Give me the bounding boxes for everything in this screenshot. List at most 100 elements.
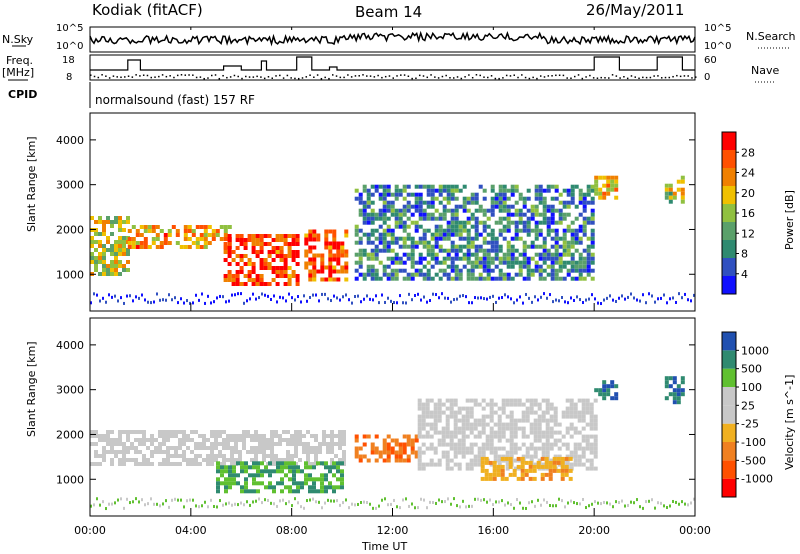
velocity-colorbar-tick-label-7: 1000 bbox=[741, 344, 769, 357]
velocity-colorbar-swatch-6 bbox=[722, 368, 736, 387]
xtick-label-6: 00:00 bbox=[679, 524, 711, 537]
velocity-near-range-noise bbox=[90, 497, 695, 511]
velocity-colorbar-swatch-1 bbox=[722, 460, 736, 479]
power-colorbar-tick-label-4: 20 bbox=[741, 187, 755, 200]
velocity-colorbar-tick-label-5: 100 bbox=[741, 381, 762, 394]
velocity-colorbar-tick-label-0: -1000 bbox=[741, 473, 773, 486]
velocity-colorbar-swatch-8 bbox=[722, 332, 736, 351]
freq-series-line bbox=[90, 56, 695, 71]
power-colorbar-tick-label-3: 16 bbox=[741, 207, 755, 220]
cpid-label: CPID bbox=[8, 88, 37, 101]
velocity-ytick-label-2: 3000 bbox=[56, 384, 84, 397]
power-colorbar-tick-label-1: 8 bbox=[741, 248, 748, 261]
nave-series-dots bbox=[90, 74, 697, 80]
velocity-colorbar-swatch-7 bbox=[722, 350, 736, 369]
velocity-colorbar-swatch-0 bbox=[722, 478, 736, 497]
power-colorbar-tick-label-2: 12 bbox=[741, 227, 755, 240]
power-colorbar-swatch-2 bbox=[722, 240, 736, 258]
xtick-label-5: 20:00 bbox=[578, 524, 610, 537]
power-colorbar-swatch-5 bbox=[722, 186, 736, 204]
velocity-region-3 bbox=[417, 398, 598, 471]
velocity-colorbar-swatch-2 bbox=[722, 442, 736, 461]
xtick-label-3: 12:00 bbox=[377, 524, 409, 537]
velocity-ytick-label-1: 2000 bbox=[56, 428, 84, 441]
velocity-ytick-label-3: 4000 bbox=[56, 339, 84, 352]
power-ytick-label-0: 1000 bbox=[56, 268, 84, 281]
time-axis-label: Time UT bbox=[361, 540, 407, 553]
velocity-colorbar-swatch-5 bbox=[722, 387, 736, 406]
xtick-label-0: 00:00 bbox=[74, 524, 106, 537]
velocity-region-1 bbox=[216, 461, 344, 494]
velocity-colorbar-label: Velocity [m s^-1] bbox=[783, 375, 796, 470]
power-colorbar-swatch-0 bbox=[722, 276, 736, 294]
nsearch-tick-hi: 10^5 bbox=[704, 23, 731, 34]
velocity-colorbar-tick-label-4: 25 bbox=[741, 399, 755, 412]
velocity-colorbar: -1000 -500 -100 -25 25 100 500 1000 bbox=[721, 331, 773, 498]
power-ytick-label-3: 4000 bbox=[56, 134, 84, 147]
power-colorbar-swatch-8 bbox=[722, 132, 736, 150]
velocity-colorbar-swatch-3 bbox=[722, 423, 736, 442]
power-region-1 bbox=[127, 225, 232, 249]
velocity-region-4 bbox=[480, 456, 573, 481]
date-title: 26/May/2011 bbox=[586, 1, 684, 19]
power-colorbar-swatch-1 bbox=[722, 258, 736, 276]
velocity-colorbar-swatch-4 bbox=[722, 405, 736, 424]
xtick-label-2: 08:00 bbox=[276, 524, 308, 537]
power-region-6 bbox=[664, 175, 685, 204]
nsky-strip bbox=[89, 26, 696, 53]
power-colorbar-swatch-3 bbox=[722, 222, 736, 240]
nsearch-label: N.Search bbox=[746, 30, 796, 43]
power-colorbar-label: Power [dB] bbox=[783, 190, 796, 250]
velocity-axes: 1000 2000 3000 4000 bbox=[56, 339, 695, 486]
nave-tick-hi: 60 bbox=[704, 55, 717, 66]
power-colorbar: 4 8 12 16 20 24 28 bbox=[721, 131, 755, 295]
power-axes: 1000 2000 3000 4000 bbox=[56, 134, 695, 281]
nsky-tick-lo: 10^0 bbox=[56, 41, 83, 52]
velocity-panel-border bbox=[89, 317, 696, 517]
power-colorbar-swatch-7 bbox=[722, 150, 736, 168]
power-ytick-label-1: 2000 bbox=[56, 223, 84, 236]
velocity-heatmap bbox=[89, 317, 696, 517]
beam-title: Beam 14 bbox=[355, 3, 422, 21]
power-region-3 bbox=[304, 229, 349, 282]
nave-tick-lo: 0 bbox=[704, 72, 710, 83]
nsky-tick-hi: 10^5 bbox=[56, 23, 83, 34]
velocity-ylabel: Slant Range [km] bbox=[25, 341, 38, 437]
power-region-0 bbox=[90, 216, 130, 276]
velocity-region-0 bbox=[90, 430, 346, 466]
power-region-2 bbox=[223, 234, 300, 286]
nave-label: Nave bbox=[751, 64, 779, 77]
freq-unit-label: [MHz] bbox=[2, 66, 34, 79]
freq-tick-lo: 8 bbox=[66, 72, 72, 83]
power-ytick-label-2: 3000 bbox=[56, 179, 84, 192]
power-colorbar-tick-label-5: 24 bbox=[741, 167, 755, 180]
velocity-colorbar-border bbox=[721, 331, 737, 498]
nsky-series-line bbox=[89, 30, 696, 47]
power-region-5 bbox=[594, 175, 619, 200]
freq-tick-hi: 18 bbox=[62, 55, 75, 66]
velocity-colorbar-tick-label-6: 500 bbox=[741, 363, 762, 376]
freq-label: Freq. bbox=[6, 54, 33, 67]
station-title: Kodiak (fitACF) bbox=[92, 1, 203, 19]
velocity-region-5 bbox=[594, 380, 619, 401]
time-axis: 00:00 04:00 08:00 12:00 16:00 20:00 00:00 bbox=[74, 27, 711, 537]
power-colorbar-tick-label-0: 4 bbox=[741, 268, 748, 281]
xtick-label-1: 04:00 bbox=[175, 524, 207, 537]
power-ylabel: Slant Range [km] bbox=[25, 136, 38, 232]
freq-strip bbox=[89, 54, 696, 81]
xtick-label-4: 16:00 bbox=[477, 524, 509, 537]
velocity-region-6 bbox=[664, 376, 685, 405]
velocity-colorbar-tick-label-3: -25 bbox=[741, 418, 759, 431]
velocity-panel-frame bbox=[89, 317, 696, 517]
nsearch-tick-lo: 10^0 bbox=[704, 41, 731, 52]
power-colorbar-swatch-4 bbox=[722, 204, 736, 222]
power-colorbar-tick-label-6: 28 bbox=[741, 146, 755, 159]
power-near-range-noise bbox=[90, 292, 695, 306]
power-colorbar-swatch-6 bbox=[722, 168, 736, 186]
velocity-ytick-label-0: 1000 bbox=[56, 473, 84, 486]
velocity-colorbar-tick-label-2: -100 bbox=[741, 436, 766, 449]
power-region-4 bbox=[354, 184, 595, 281]
velocity-region-2 bbox=[354, 434, 419, 463]
cpid-text: normalsound (fast) 157 RF bbox=[95, 93, 255, 107]
